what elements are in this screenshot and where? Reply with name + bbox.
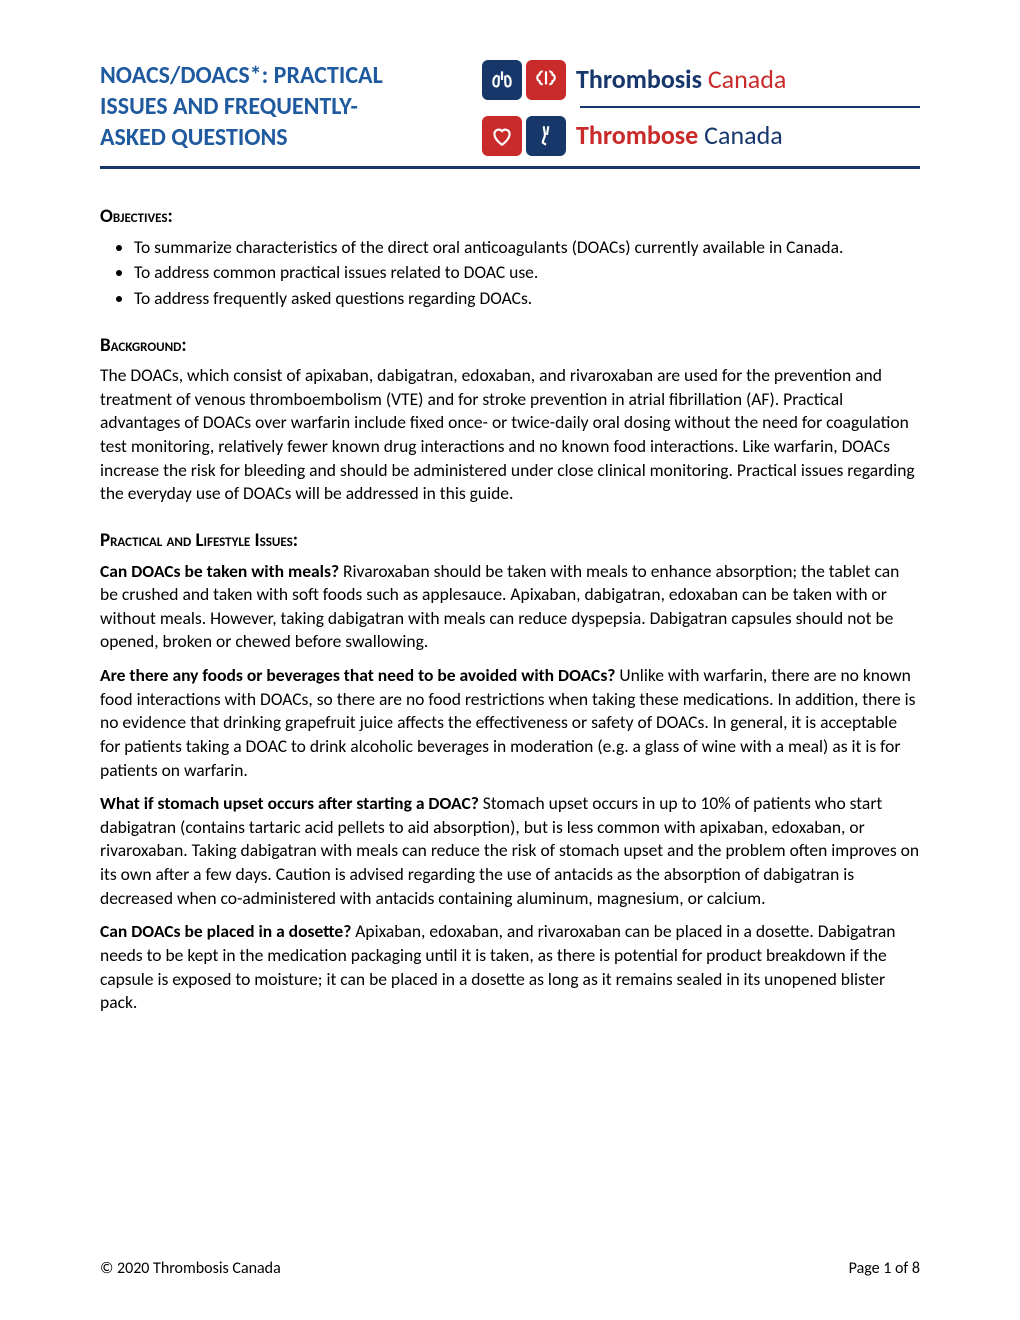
logo-row-en: Thrombosis Canada — [482, 60, 920, 100]
background-heading: Background: — [100, 333, 920, 359]
logo-text-en: Thrombosis Canada — [576, 62, 786, 97]
logo-text-secondary: Canada — [702, 63, 786, 95]
background-text: The DOACs, which consist of apixaban, da… — [100, 364, 920, 506]
logo-icon-group-fr — [482, 116, 566, 156]
heart-icon — [482, 116, 522, 156]
qa-question: Are there any foods or beverages that ne… — [100, 664, 615, 686]
qa-question: Can DOACs be taken with meals? — [100, 560, 339, 582]
qa-question: Can DOACs be placed in a dosette? — [100, 920, 351, 942]
list-item: To address common practical issues relat… — [134, 261, 920, 285]
leg-icon — [526, 116, 566, 156]
page-footer: © 2020 Thrombosis Canada Page 1 of 8 — [100, 1258, 920, 1280]
list-item: To address frequently asked questions re… — [134, 287, 920, 311]
logo-text-fr: Thrombose Canada — [576, 118, 783, 153]
logo-row-fr: Thrombose Canada — [482, 116, 920, 156]
practical-heading: Practical and Lifestyle Issues: — [100, 528, 920, 554]
logo-text-secondary-fr: Canada — [698, 119, 782, 151]
objectives-heading: Objectives: — [100, 204, 920, 230]
qa-item: Can DOACs be placed in a dosette? Apixab… — [100, 920, 920, 1015]
qa-item: What if stomach upset occurs after start… — [100, 792, 920, 910]
qa-item: Are there any foods or beverages that ne… — [100, 664, 920, 782]
lungs-icon — [482, 60, 522, 100]
logo-icon-group-en — [482, 60, 566, 100]
list-item: To summarize characteristics of the dire… — [134, 236, 920, 260]
qa-question: What if stomach upset occurs after start… — [100, 792, 479, 814]
objectives-list: To summarize characteristics of the dire… — [100, 236, 920, 311]
logo-text-primary: Thrombosis — [576, 63, 702, 95]
document-title: NOACS/DOACS*: PRACTICAL ISSUES AND FREQU… — [100, 60, 420, 154]
footer-copyright: © 2020 Thrombosis Canada — [100, 1258, 281, 1280]
brain-icon — [526, 60, 566, 100]
document-header: NOACS/DOACS*: PRACTICAL ISSUES AND FREQU… — [100, 60, 920, 169]
footer-page-number: Page 1 of 8 — [849, 1258, 920, 1280]
logo-text-primary-fr: Thrombose — [576, 119, 698, 151]
qa-item: Can DOACs be taken with meals? Rivaroxab… — [100, 560, 920, 655]
logo-divider — [580, 106, 920, 108]
organization-logo: Thrombosis Canada Thrombose Canada — [482, 60, 920, 156]
